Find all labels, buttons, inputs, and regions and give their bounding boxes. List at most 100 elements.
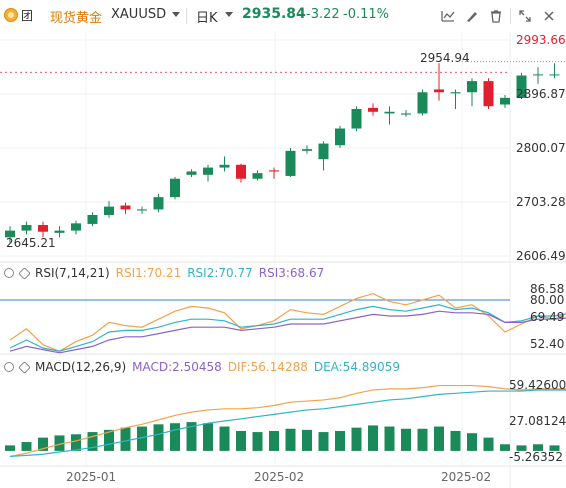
candle-body [186,171,197,175]
macd-histogram-bar [38,437,48,451]
macd-histogram-bar [368,425,378,451]
macd-histogram-bar [269,430,279,451]
candle-body [368,107,378,112]
chart-header: 团 现货黄金 XAUUSD 日K 2935.84 -3.22 -0.11% [0,0,566,32]
candle-body [401,113,411,115]
rsi-axis-label: 86.58 [530,282,565,297]
visibility-icon[interactable] [4,268,14,278]
settings-icon[interactable] [18,266,31,280]
macd-histogram-bar [483,437,494,451]
macd-histogram-bar [104,429,114,451]
candle-body [170,178,180,198]
macd-histogram-bar [417,428,428,451]
visibility-icon[interactable] [4,362,14,372]
rsi-axis-label: 80.00 [530,293,565,307]
rsi-axis-label: 52.40 [530,337,565,352]
candle-body [269,170,279,172]
macd-histogram-bar [137,426,147,451]
macd-histogram-bar [120,427,131,451]
macd-histogram-bar [170,423,180,451]
logo-text: 团 [21,9,34,23]
macd-histogram-bar [533,444,543,451]
draw-icon[interactable] [463,7,481,25]
candle-body [203,167,213,175]
instrument-symbol[interactable]: XAUUSD [111,7,167,22]
settings-icon[interactable] [18,360,31,374]
candle-body [450,92,461,94]
divider [510,8,511,24]
divider [186,8,187,24]
candle-body [417,92,428,114]
candle-body [5,230,15,238]
rsi-legend: RSI(7,14,21) RSI1:70.21 RSI2:70.77 RSI3:… [4,266,330,280]
macd-histogram-bar [285,428,296,451]
rsi1-label: RSI1:70.21 [115,266,182,280]
rsi-axis-label: 69.49 [530,309,565,324]
candle-body [104,206,114,215]
macd-legend: MACD(12,26,9) MACD:2.50458 DIF:56.14288 … [4,360,406,374]
candle-body [38,225,48,232]
macd-axis-label: 27.08124 [509,413,566,428]
macd-axis-label: -5.26352 [509,449,563,464]
candle-body [335,128,345,146]
macd-histogram-bar [384,426,395,451]
macd-histogram-bar [302,429,312,451]
macd-histogram-bar [335,430,345,451]
low-price-label: 2645.21 [6,236,56,250]
candle-body [285,150,296,176]
period-chevron-down-icon[interactable] [225,12,233,17]
dea-label: DEA:54.89059 [313,360,400,374]
macd-histogram-bar [54,435,65,451]
candle-body [533,74,543,76]
price-change-percent: -0.11% [343,7,389,22]
macd-histogram-bar [5,445,15,451]
macd-histogram-bar [153,424,164,451]
dif-line [9,384,566,458]
candle-body [467,81,477,93]
candle-body [219,164,230,168]
macd-histogram-bar [186,422,197,451]
last-price: 2935.84 [242,6,306,22]
candle-body [153,197,164,210]
rsi3-line [9,310,566,354]
candle-body [434,89,444,93]
x-axis-label: 2025-02 [254,470,305,484]
symbol-chevron-down-icon[interactable] [172,12,180,17]
macd-histogram-bar [219,426,230,451]
macd-histogram-bar [500,444,510,451]
candle-body [483,81,494,107]
macd-value-label: MACD:2.50458 [132,360,222,374]
candle-body [318,143,329,160]
rsi-title: RSI(7,14,21) [35,266,110,280]
candle-body [351,108,362,129]
macd-axis-label: 59.42600 [509,378,566,393]
price-axis-label: 2993.66 [516,33,566,47]
macd-histogram-bar [434,426,444,451]
chart-settings-icon[interactable] [439,7,457,25]
macd-histogram-bar [549,445,560,451]
rsi3-label: RSI3:68.67 [258,266,325,280]
candle-body [137,209,147,211]
logo-icon [4,8,18,22]
candle-body [87,214,98,224]
rsi1-line [9,292,566,352]
close-icon[interactable] [540,7,558,25]
candle-body [549,74,560,76]
delete-icon[interactable] [487,7,505,25]
instrument-name[interactable]: 现货黄金 [50,11,103,26]
period-selector[interactable]: 日K [196,11,218,26]
price-axis-label: 2606.49 [516,249,566,263]
price-axis-label: 2896.87 [516,86,566,101]
macd-histogram-bar [318,432,329,451]
price-axis-label: 2703.28 [516,195,566,209]
macd-histogram-bar [467,433,477,451]
macd-histogram-bar [203,423,213,451]
candle-body [236,164,246,179]
fullscreen-icon[interactable] [516,7,534,25]
candle-body [500,97,510,105]
x-axis-label: 2025-02 [441,470,492,484]
candle-body [516,75,527,98]
rsi2-line [9,304,566,352]
candle-body [21,225,32,231]
